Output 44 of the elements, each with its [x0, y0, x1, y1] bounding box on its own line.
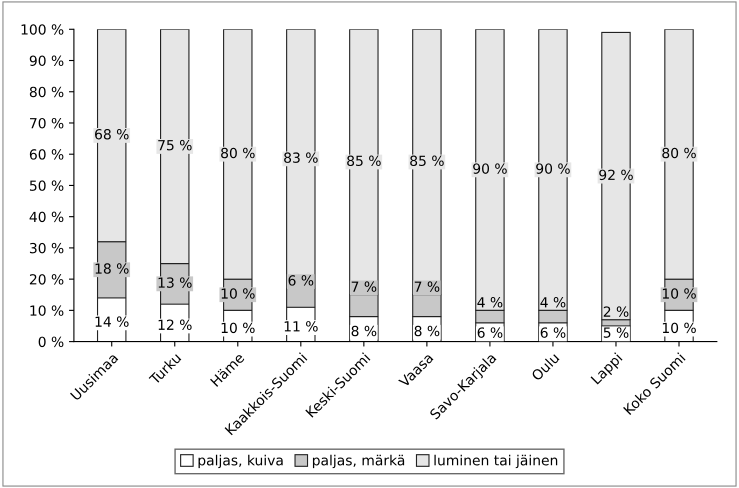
data-label: 18 % [96, 263, 129, 274]
y-tick-label: 80 % [30, 86, 64, 98]
data-label: 80 % [662, 148, 696, 158]
data-label: 7 % [414, 281, 440, 292]
data-label: 10 % [222, 288, 255, 299]
data-label: 13 % [158, 277, 192, 288]
y-tick-label: 10 % [30, 305, 64, 316]
y-tick-label: 40 % [30, 212, 64, 222]
y-tick-label: 0 % [38, 336, 64, 348]
data-label: 83 % [284, 152, 318, 163]
y-tick-label: 60 % [30, 149, 64, 160]
data-label: 2 % [604, 306, 628, 317]
data-label: 10 % [662, 288, 696, 299]
data-label: 4 % [477, 297, 502, 308]
data-label: 85 % [410, 156, 444, 166]
legend-label: luminen tai jäinen [434, 454, 558, 468]
y-tick-label: 30 % [30, 242, 64, 254]
data-label: 92 % [599, 170, 633, 180]
data-label: 68 % [95, 128, 129, 140]
data-label: 80 % [221, 148, 255, 158]
data-label: 7 % [352, 281, 376, 292]
data-label: 90 % [536, 163, 570, 174]
data-label: 90 % [473, 163, 507, 174]
data-label: 11 % [284, 321, 318, 332]
data-label: 5 % [604, 327, 628, 338]
y-tick-label: 70 % [30, 118, 64, 128]
data-label: 4 % [540, 297, 566, 308]
legend-label: paljas, kuiva [198, 454, 283, 468]
data-label: 8 % [352, 326, 376, 336]
data-label: 14 % [96, 316, 129, 327]
y-tick-label: 90 % [30, 55, 64, 66]
data-label: 6 % [288, 275, 314, 286]
data-label: 10 % [222, 322, 255, 334]
y-tick-label: 20 % [30, 274, 64, 285]
data-label: 10 % [662, 322, 696, 334]
data-label: 85 % [347, 156, 381, 166]
legend-label: paljas, märkä [312, 454, 404, 468]
y-tick-label: 50 % [30, 180, 64, 191]
data-label: 8 % [414, 326, 440, 336]
y-tick-label: 100 % [22, 24, 64, 35]
data-label: 6 % [540, 327, 566, 338]
data-label: 6 % [478, 327, 502, 338]
data-label: 75 % [158, 140, 192, 150]
data-label: 12 % [158, 320, 192, 330]
